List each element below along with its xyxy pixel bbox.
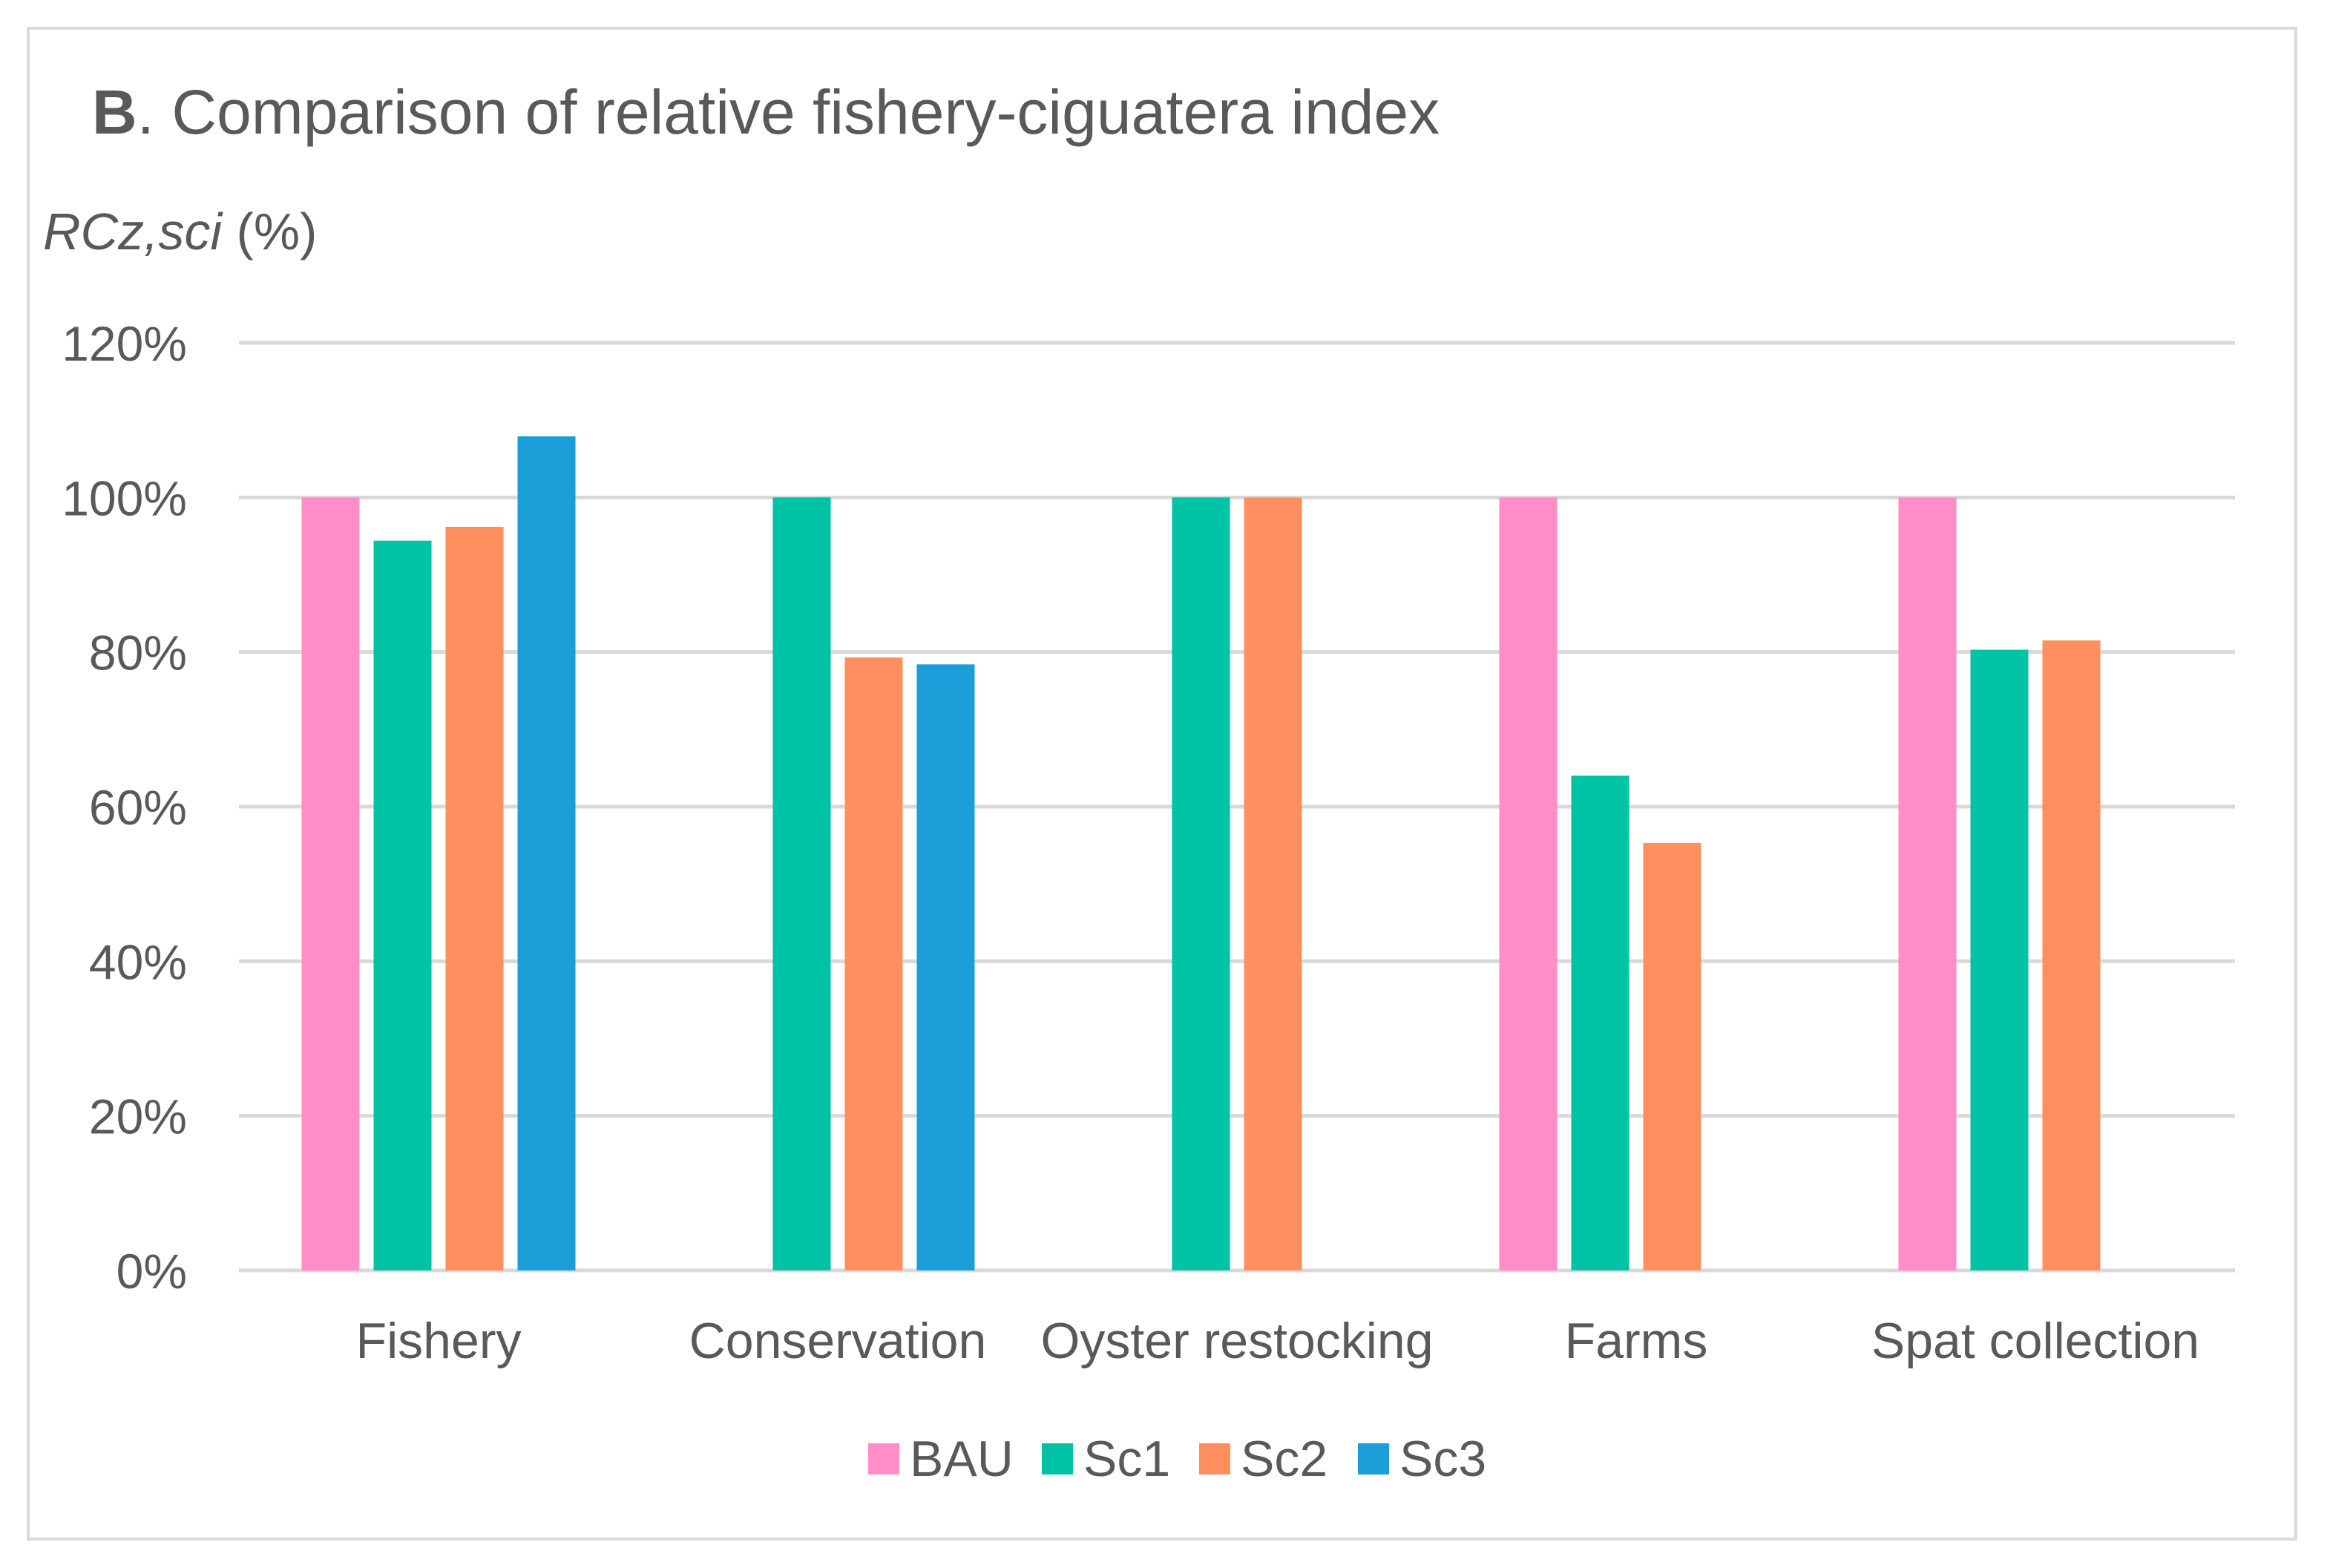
legend-label-sc2: Sc2	[1241, 1431, 1327, 1487]
bar-sc1-farms	[1571, 775, 1629, 1270]
bar-sc1-fishery	[373, 540, 432, 1270]
legend-label-sc1: Sc1	[1083, 1431, 1170, 1487]
x-tick-label-farms: Farms	[1565, 1313, 1708, 1369]
bar-sc1-conservation	[772, 497, 831, 1271]
chart-frame	[27, 27, 2297, 1541]
legend-swatch-sc1	[1042, 1443, 1073, 1474]
bars	[301, 436, 2101, 1271]
legend-label-bau: BAU	[910, 1431, 1014, 1487]
y-tick-label-60: 60%	[89, 780, 187, 835]
chart-title: B. Comparison of relative fishery-ciguat…	[92, 77, 1440, 147]
legend-swatch-sc2	[1199, 1443, 1230, 1474]
legend-swatch-bau	[868, 1443, 899, 1474]
bar-sc2-oyster-restocking	[1244, 497, 1302, 1271]
bar-sc2-farms	[1643, 842, 1701, 1270]
chart-title-text: . Comparison of relative fishery-ciguate…	[137, 77, 1440, 147]
bar-sc2-fishery	[445, 526, 504, 1270]
bar-sc3-conservation	[916, 664, 975, 1270]
x-tick-label-fishery: Fishery	[356, 1313, 522, 1369]
x-tick-label-conservation: Conservation	[689, 1313, 987, 1369]
bar-bau-farms	[1499, 497, 1558, 1271]
y-tick-label-80: 80%	[89, 626, 187, 680]
x-tick-labels: Fishery Conservation Oyster restocking Farm…	[356, 1313, 2200, 1369]
bar-bau-fishery	[301, 497, 360, 1271]
bar-sc2-spat-collection	[2042, 640, 2101, 1270]
y-tick-label-120: 120%	[62, 316, 187, 371]
y-axis-label: RCz,sci (%)	[43, 203, 317, 260]
chart-title-letter: B	[92, 77, 137, 147]
legend: BAU Sc1 Sc2 Sc3	[868, 1431, 1486, 1487]
bar-bau-spat-collection	[1898, 497, 1957, 1271]
y-tick-label-40: 40%	[89, 934, 187, 989]
bar-sc2-conservation	[844, 657, 903, 1270]
y-tick-label-100: 100%	[62, 470, 187, 525]
legend-label-sc3: Sc3	[1399, 1431, 1486, 1487]
y-tick-label-0: 0%	[116, 1244, 187, 1299]
bar-sc3-fishery	[517, 436, 576, 1270]
bar-sc1-spat-collection	[1970, 649, 2029, 1270]
bar-sc1-oyster-restocking	[1172, 497, 1230, 1271]
legend-swatch-sc3	[1358, 1443, 1389, 1474]
x-tick-label-oyster-restocking: Oyster restocking	[1040, 1313, 1433, 1369]
y-axis-label-unit: (%)	[222, 203, 317, 260]
x-tick-label-spat-collection: Spat collection	[1871, 1313, 2199, 1369]
y-tick-label-20: 20%	[89, 1089, 187, 1144]
y-tick-labels: 0% 20% 40% 60% 80% 100% 120%	[62, 316, 187, 1299]
y-axis-label-symbol: RCz,sci	[43, 203, 224, 260]
